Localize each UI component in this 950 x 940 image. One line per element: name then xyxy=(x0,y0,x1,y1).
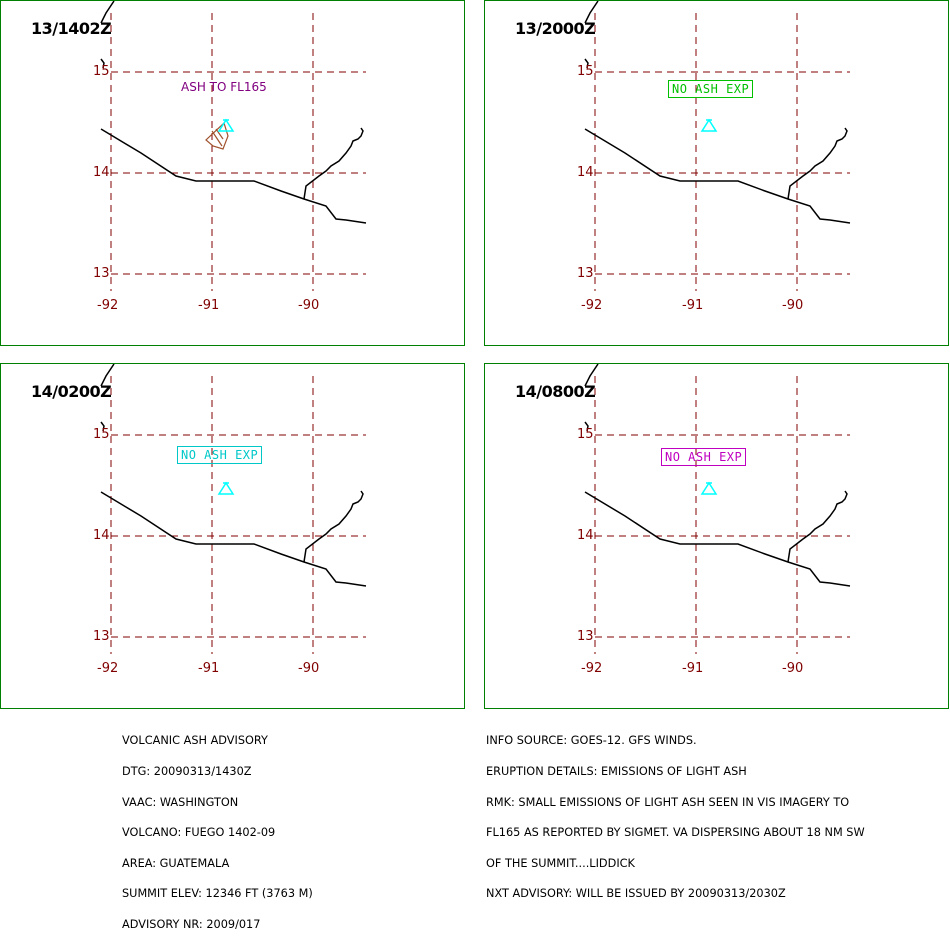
lat-label-15: 15 xyxy=(93,427,110,442)
lon-label-91: -91 xyxy=(682,661,704,676)
coastline xyxy=(584,364,851,587)
lon-label-90: -90 xyxy=(298,661,320,676)
volcano-icon xyxy=(217,118,235,132)
panel-time: 14/0200Z xyxy=(31,382,112,401)
lon-label-91: -91 xyxy=(198,661,220,676)
advisory-details-block: INFO SOURCE: GOES-12. GFS WINDS. ERUPTIO… xyxy=(486,716,865,910)
lon-label-92: -92 xyxy=(97,298,119,313)
map-graphics xyxy=(584,1,851,291)
advisory-line: INFO SOURCE: GOES-12. GFS WINDS. xyxy=(486,734,697,748)
ash-label: NO ASH EXP xyxy=(661,448,747,466)
panel-time: 13/2000Z xyxy=(515,19,596,38)
forecast-panel-2: 13/2000Z 15 14 13 -92 -91 -90 NO ASH EXP xyxy=(484,0,949,346)
ash-area-polygon xyxy=(205,121,229,150)
grid-lines xyxy=(594,13,850,291)
advisory-line: DTG: 20090313/1430Z xyxy=(122,765,252,778)
lat-label-13: 13 xyxy=(577,266,594,281)
lon-label-92: -92 xyxy=(581,298,603,313)
coastline xyxy=(100,1,367,224)
map-graphics xyxy=(584,364,851,654)
panel-time: 13/1402Z xyxy=(31,19,112,38)
advisory-line: AREA: GUATEMALA xyxy=(122,856,230,870)
advisory-line: RMK: SMALL EMISSIONS OF LIGHT ASH SEEN I… xyxy=(486,795,850,809)
lat-label-13: 13 xyxy=(93,266,110,281)
advisory-line: SUMMIT ELEV: 12346 FT (3763 M) xyxy=(122,887,313,901)
lon-label-90: -90 xyxy=(782,298,804,313)
lat-label-14: 14 xyxy=(577,528,594,543)
advisory-line: NXT ADVISORY: WILL BE ISSUED BY 20090313… xyxy=(486,887,786,901)
lat-label-14: 14 xyxy=(93,528,110,543)
map-graphics xyxy=(100,1,367,291)
lat-label-15: 15 xyxy=(577,64,594,79)
forecast-panel-3: 14/0200Z 15 14 13 -92 -91 -90 NO ASH EXP xyxy=(0,363,465,709)
lat-label-14: 14 xyxy=(93,165,110,180)
lon-label-92: -92 xyxy=(97,661,119,676)
lat-label-15: 15 xyxy=(577,427,594,442)
forecast-panel-1: 13/1402Z 15 14 13 -92 -91 -90 ASH TO FL1… xyxy=(0,0,465,346)
advisory-line: OF THE SUMMIT....LIDDICK xyxy=(486,856,635,870)
ash-label: NO ASH EXP xyxy=(177,446,263,464)
lat-label-13: 13 xyxy=(577,629,594,644)
advisory-line: FL165 AS REPORTED BY SIGMET. VA DISPERSI… xyxy=(486,826,865,840)
volcano-icon xyxy=(217,481,235,495)
lat-label-13: 13 xyxy=(93,629,110,644)
coastline xyxy=(100,364,367,587)
grid-lines xyxy=(110,13,366,291)
coastline xyxy=(584,1,851,224)
grid-lines xyxy=(110,376,366,654)
advisory-line: VOLCANIC ASH ADVISORY xyxy=(122,734,268,748)
advisory-line: ADVISORY NR: 2009/017 xyxy=(122,917,261,931)
advisory-line: ERUPTION DETAILS: EMISSIONS OF LIGHT ASH xyxy=(486,765,747,778)
ash-label: NO ASH EXP xyxy=(668,80,754,98)
lon-label-90: -90 xyxy=(782,661,804,676)
advisory-line: VAAC: WASHINGTON xyxy=(122,795,239,809)
lon-label-91: -91 xyxy=(682,298,704,313)
lat-label-14: 14 xyxy=(577,165,594,180)
lon-label-91: -91 xyxy=(198,298,220,313)
ash-label: ASH TO FL165 xyxy=(181,80,267,94)
lon-label-90: -90 xyxy=(298,298,320,313)
map-graphics xyxy=(100,364,367,654)
forecast-panel-4: 14/0800Z 15 14 13 -92 -91 -90 NO ASH EXP xyxy=(484,363,949,709)
panel-time: 14/0800Z xyxy=(515,382,596,401)
advisory-header-block: VOLCANIC ASH ADVISORY DTG: 20090313/1430… xyxy=(122,716,313,940)
lon-label-92: -92 xyxy=(581,661,603,676)
volcano-icon xyxy=(700,481,718,495)
advisory-line: VOLCANO: FUEGO 1402-09 xyxy=(122,826,276,840)
lat-label-15: 15 xyxy=(93,64,110,79)
volcano-icon xyxy=(700,118,718,132)
grid-lines xyxy=(594,376,850,654)
